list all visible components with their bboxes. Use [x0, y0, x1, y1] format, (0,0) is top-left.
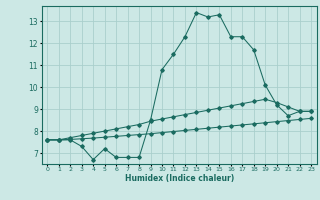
X-axis label: Humidex (Indice chaleur): Humidex (Indice chaleur) — [124, 174, 234, 183]
